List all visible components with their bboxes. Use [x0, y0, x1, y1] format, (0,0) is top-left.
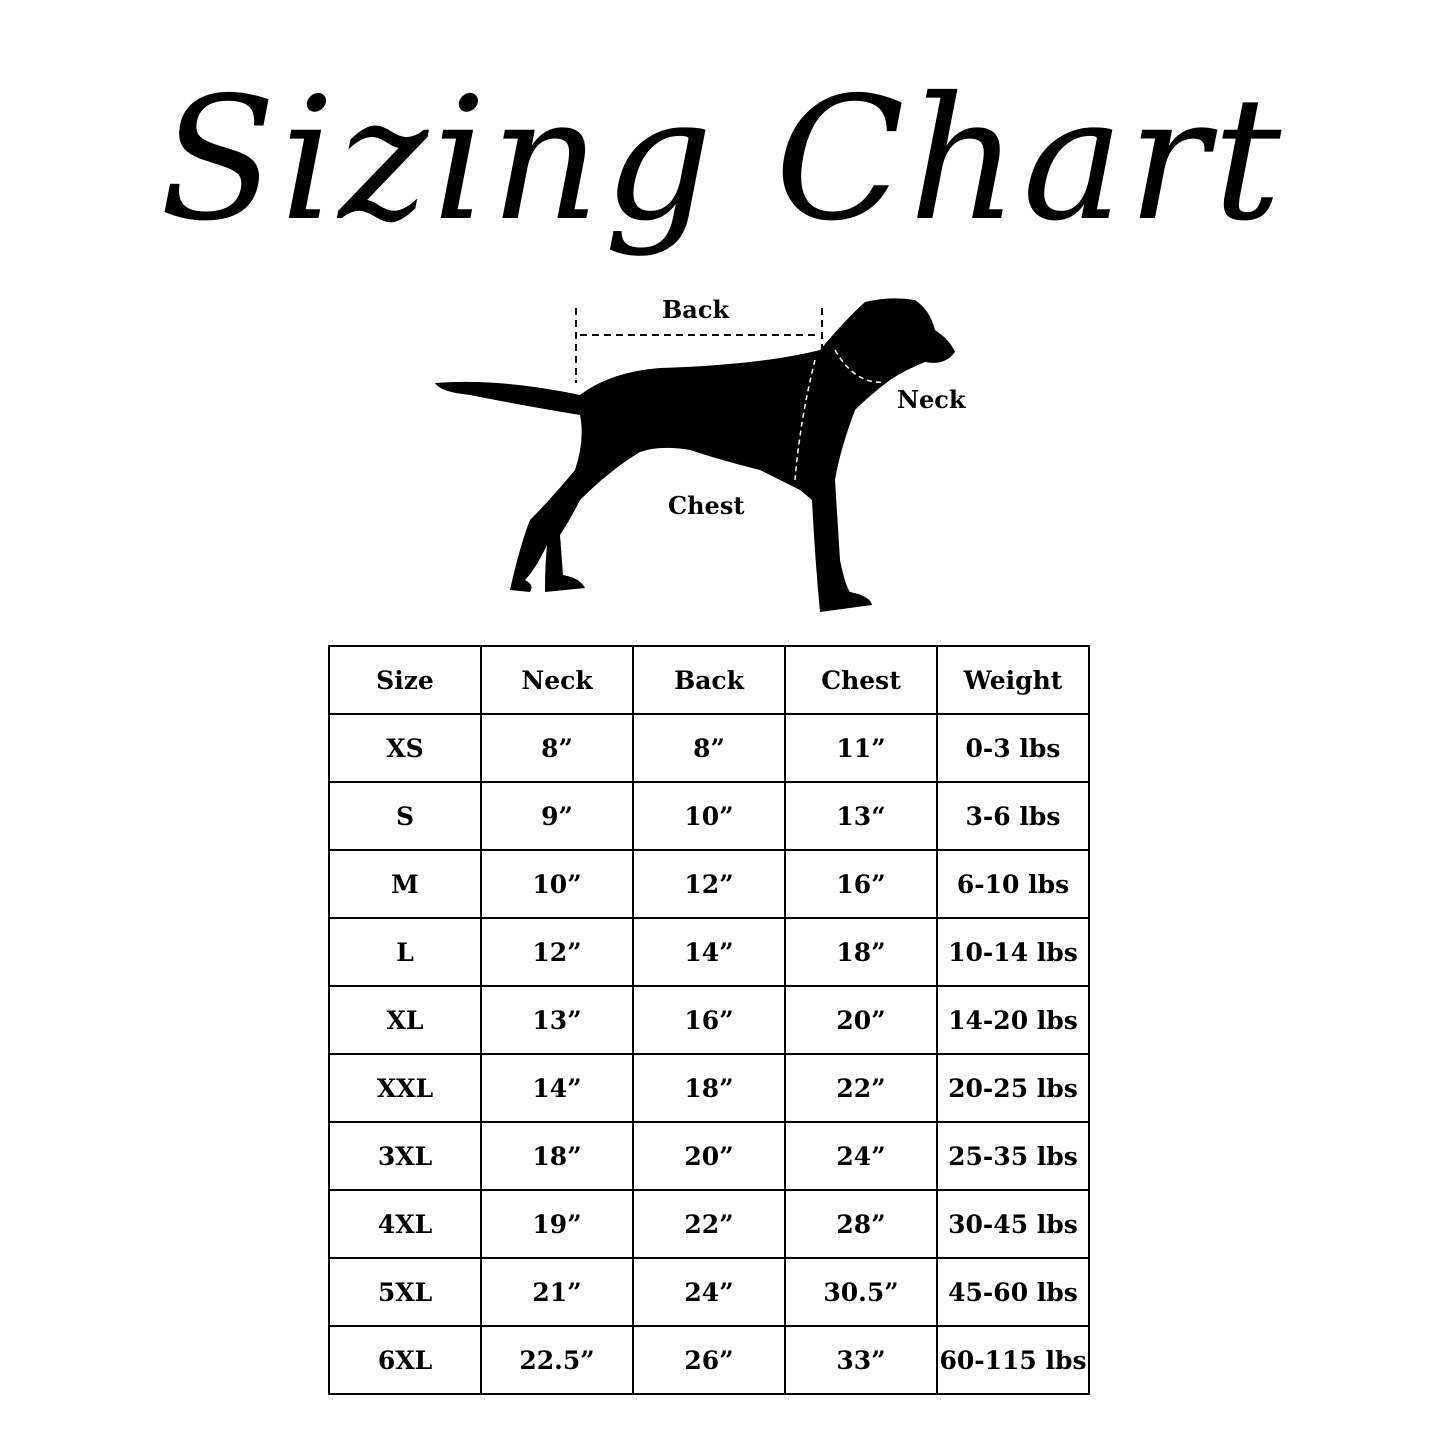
table-cell: 8” — [632, 713, 786, 783]
table-cell: 12” — [480, 917, 634, 987]
table-cell: 6-10 lbs — [936, 849, 1090, 919]
dog-silhouette-icon — [435, 298, 955, 612]
table-cell: 12” — [632, 849, 786, 919]
table-cell: 28” — [784, 1189, 938, 1259]
page-title: Sizing Chart — [159, 61, 1286, 259]
table-cell: 9” — [480, 781, 634, 851]
table-cell: L — [328, 917, 482, 987]
table-cell: M — [328, 849, 482, 919]
table-cell: 18” — [632, 1053, 786, 1123]
table-row: L 12” 14” 18” 10-14 lbs — [328, 917, 1090, 987]
table-row: M 10” 12” 16” 6-10 lbs — [328, 849, 1090, 919]
table-row: XL 13” 16” 20” 14-20 lbs — [328, 985, 1090, 1055]
table-cell: 5XL — [328, 1257, 482, 1327]
table-cell: 20” — [784, 985, 938, 1055]
table-cell: 26” — [632, 1325, 786, 1395]
neck-label: Neck — [897, 385, 966, 414]
table-cell: 19” — [480, 1189, 634, 1259]
table-cell: 13“ — [784, 781, 938, 851]
table-cell: 20” — [632, 1121, 786, 1191]
table-cell: 25-35 lbs — [936, 1121, 1090, 1191]
table-cell: 16” — [632, 985, 786, 1055]
table-cell: 14” — [632, 917, 786, 987]
table-cell: 10” — [632, 781, 786, 851]
table-header-row: Size Neck Back Chest Weight — [328, 645, 1090, 715]
table-cell: XXL — [328, 1053, 482, 1123]
table-cell: 22.5” — [480, 1325, 634, 1395]
column-header: Weight — [936, 645, 1090, 715]
table-row: 5XL 21” 24” 30.5” 45-60 lbs — [328, 1257, 1090, 1327]
table-cell: 45-60 lbs — [936, 1257, 1090, 1327]
table-cell: 30-45 lbs — [936, 1189, 1090, 1259]
table-cell: 30.5” — [784, 1257, 938, 1327]
table-row: 3XL 18” 20” 24” 25-35 lbs — [328, 1121, 1090, 1191]
table-cell: 4XL — [328, 1189, 482, 1259]
table-cell: 22” — [632, 1189, 786, 1259]
table-cell: 60-115 lbs — [936, 1325, 1090, 1395]
table-cell: S — [328, 781, 482, 851]
table-cell: 13” — [480, 985, 634, 1055]
table-cell: 14” — [480, 1053, 634, 1123]
table-cell: 20-25 lbs — [936, 1053, 1090, 1123]
table-cell: XS — [328, 713, 482, 783]
table-cell: 10” — [480, 849, 634, 919]
table-cell: 0-3 lbs — [936, 713, 1090, 783]
table-row: S 9” 10” 13“ 3-6 lbs — [328, 781, 1090, 851]
table-cell: 10-14 lbs — [936, 917, 1090, 987]
table-row: 4XL 19” 22” 28” 30-45 lbs — [328, 1189, 1090, 1259]
table-cell: 3-6 lbs — [936, 781, 1090, 851]
table-row: XXL 14” 18” 22” 20-25 lbs — [328, 1053, 1090, 1123]
table-cell: 18” — [480, 1121, 634, 1191]
back-label: Back — [662, 295, 730, 324]
table-cell: 6XL — [328, 1325, 482, 1395]
table-cell: 8” — [480, 713, 634, 783]
table-row: 6XL 22.5” 26” 33” 60-115 lbs — [328, 1325, 1090, 1395]
table-row: XS 8” 8” 11” 0-3 lbs — [328, 713, 1090, 783]
table-cell: 3XL — [328, 1121, 482, 1191]
table-cell: XL — [328, 985, 482, 1055]
table-cell: 24” — [632, 1257, 786, 1327]
table-cell: 33” — [784, 1325, 938, 1395]
column-header: Size — [328, 645, 482, 715]
column-header: Chest — [784, 645, 938, 715]
table-cell: 24” — [784, 1121, 938, 1191]
sizing-table: Size Neck Back Chest Weight XS 8” 8” 11” 0-3 lbs… — [328, 645, 1090, 1395]
table-cell: 11” — [784, 713, 938, 783]
column-header: Neck — [480, 645, 634, 715]
table-cell: 14-20 lbs — [936, 985, 1090, 1055]
table-cell: 18” — [784, 917, 938, 987]
column-header: Back — [632, 645, 786, 715]
table-cell: 16” — [784, 849, 938, 919]
table-cell: 22” — [784, 1053, 938, 1123]
table-cell: 21” — [480, 1257, 634, 1327]
chest-label: Chest — [668, 491, 745, 520]
